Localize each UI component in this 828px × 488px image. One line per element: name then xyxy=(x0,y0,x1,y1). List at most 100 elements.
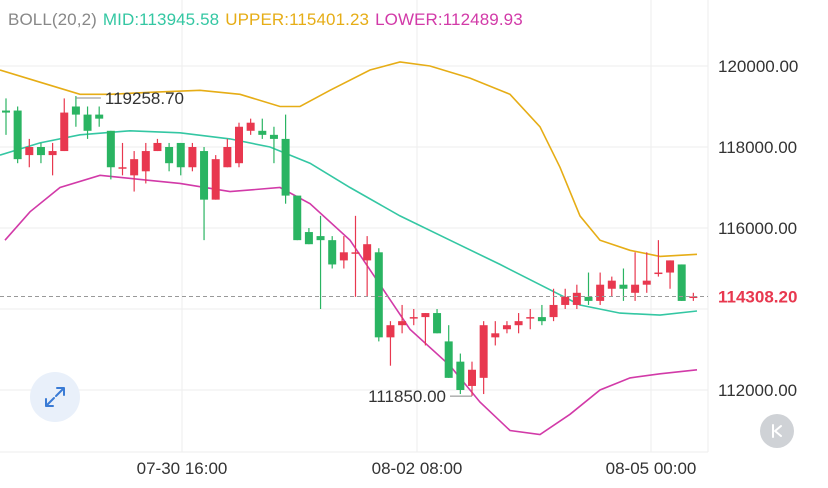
low-marker: 111850.00 xyxy=(368,387,472,406)
upper-band-line xyxy=(0,61,698,258)
candle xyxy=(386,321,395,366)
candle-body xyxy=(2,110,10,113)
candle xyxy=(549,288,558,322)
candle-body xyxy=(561,296,570,305)
mid-band-line xyxy=(0,129,698,316)
candle-body xyxy=(293,195,302,241)
candle-body xyxy=(351,252,360,254)
candle-body xyxy=(106,130,115,168)
candle-body xyxy=(200,151,209,200)
candle-body xyxy=(13,110,22,160)
high-marker: 119258.70 xyxy=(75,89,184,108)
x-tick-label: 08-05 00:00 xyxy=(606,459,697,478)
last-price-label: 114308.20 xyxy=(718,288,797,307)
candle xyxy=(677,264,686,301)
candle xyxy=(339,236,348,269)
candle xyxy=(293,195,302,241)
candle-body xyxy=(165,147,174,164)
high-label: 119258.70 xyxy=(105,89,184,108)
expand-button[interactable] xyxy=(30,372,80,422)
candle-body xyxy=(607,280,616,289)
candle xyxy=(316,215,325,309)
candle xyxy=(153,138,162,152)
candle xyxy=(211,155,220,200)
candle-body xyxy=(328,240,337,265)
lower-band-line xyxy=(4,174,698,436)
candle-body xyxy=(246,122,255,131)
candle xyxy=(83,106,92,139)
candle xyxy=(433,309,442,334)
candle xyxy=(141,142,150,184)
candle-body xyxy=(666,260,675,273)
candle-body xyxy=(526,317,535,319)
upper-value: UPPER:115401.23 xyxy=(225,10,370,29)
candle xyxy=(491,321,500,346)
candle xyxy=(223,138,232,168)
candle xyxy=(363,236,372,297)
candle-body xyxy=(468,369,476,386)
candle-body xyxy=(409,317,418,319)
x-axis: 07-30 16:00 08-02 08:00 08-05 00:00 xyxy=(137,459,697,478)
candle xyxy=(71,96,80,127)
candle xyxy=(328,236,337,269)
candle-body xyxy=(269,134,278,139)
candle-body xyxy=(386,325,395,338)
low-label: 111850.00 xyxy=(368,387,446,406)
candle xyxy=(619,268,628,301)
y-tick-label: 120000.00 xyxy=(718,57,798,76)
gridlines xyxy=(0,0,709,453)
candle-body xyxy=(689,296,698,299)
candle-body xyxy=(176,142,185,168)
candle-body xyxy=(304,232,313,245)
candle xyxy=(60,98,69,152)
mid-value: MID:113945.58 xyxy=(102,10,220,29)
candle-body xyxy=(619,284,628,289)
candle xyxy=(456,353,465,395)
candle xyxy=(607,276,616,297)
candle-body xyxy=(118,167,127,169)
candle-body xyxy=(584,296,593,301)
candle-body xyxy=(316,236,325,241)
candle xyxy=(631,252,640,301)
candle xyxy=(2,98,10,135)
candle-body xyxy=(398,321,407,326)
candle-body xyxy=(444,341,453,378)
candle-body xyxy=(421,313,430,318)
candle-body xyxy=(141,151,150,172)
candle xyxy=(246,118,255,135)
candle xyxy=(200,147,209,241)
candle-body xyxy=(83,114,92,131)
candle xyxy=(468,361,476,397)
candle xyxy=(596,272,605,305)
candle-body xyxy=(642,280,651,285)
candle xyxy=(130,151,139,192)
candle-body xyxy=(549,304,558,318)
candle xyxy=(304,228,313,245)
candle xyxy=(176,142,185,176)
candle-body xyxy=(631,284,640,293)
x-tick-label: 07-30 16:00 xyxy=(137,459,228,478)
candle xyxy=(666,260,675,289)
candle xyxy=(118,142,127,176)
y-axis: 120000.00 118000.00 116000.00 112000.00 xyxy=(718,57,798,400)
candle xyxy=(514,313,523,334)
candle xyxy=(526,309,535,330)
bollinger-bands xyxy=(0,61,698,436)
candle-body xyxy=(654,272,663,275)
candle xyxy=(235,122,243,168)
collapse-button[interactable] xyxy=(760,414,794,448)
candle-body xyxy=(223,147,232,168)
candle-body xyxy=(95,114,104,119)
candle xyxy=(165,142,174,172)
candle xyxy=(654,240,663,277)
candle-body xyxy=(374,252,383,338)
candle-body xyxy=(433,313,442,334)
candle-body xyxy=(456,361,465,390)
candle-body xyxy=(36,147,45,156)
candle xyxy=(398,304,407,334)
candle-body xyxy=(25,147,34,156)
indicator-header: BOLL(20,2) MID:113945.58 UPPER:115401.23 LO… xyxy=(8,10,529,30)
candle-body xyxy=(281,138,290,196)
candle-body xyxy=(339,252,348,261)
